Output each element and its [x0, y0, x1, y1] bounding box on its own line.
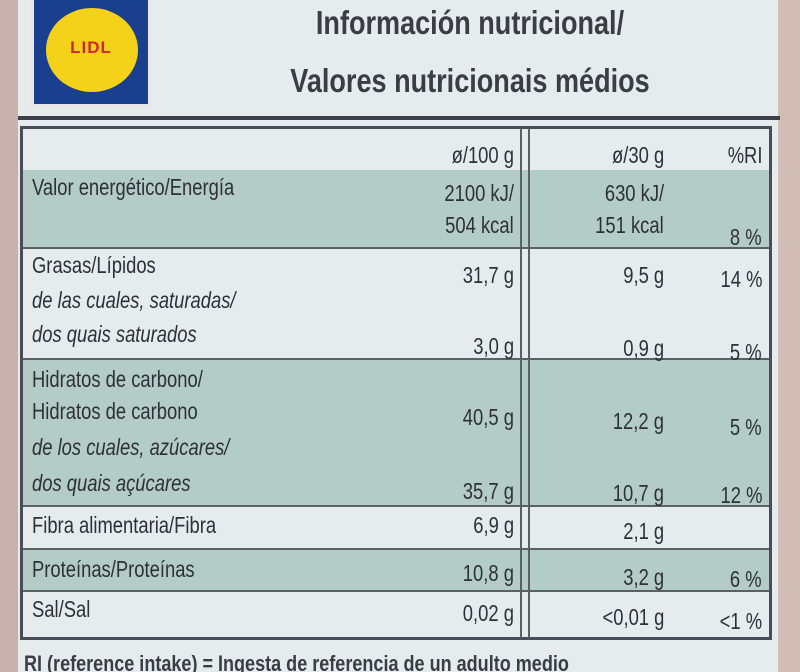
row-shade: [23, 170, 769, 248]
cell: 9,5 g: [623, 262, 664, 288]
row-shade: [23, 549, 769, 591]
row-line: [23, 505, 769, 507]
cell: 40,5 g: [462, 404, 514, 430]
row-label: Sal/Sal: [32, 596, 91, 622]
row-label: de los cuales, azúcares/: [32, 434, 230, 460]
row-label: Valor energético/Energía: [32, 174, 235, 200]
row-label: dos quais açúcares: [32, 470, 191, 496]
cell: 6,9 g: [473, 512, 514, 538]
row-line: [23, 548, 769, 550]
column-header: ø/30 g: [611, 142, 664, 168]
row-label: de las cuales, saturadas/: [32, 287, 236, 313]
cell: 8 %: [730, 224, 762, 250]
column-header: ø/100 g: [451, 142, 514, 168]
cell: 35,7 g: [462, 478, 514, 504]
table-frame: [20, 126, 772, 640]
cell: 12 %: [720, 482, 762, 508]
cell: 6 %: [730, 566, 762, 592]
cell: 5 %: [730, 339, 762, 365]
cell: 504 kcal: [445, 212, 514, 238]
row-label: dos quais saturados: [32, 321, 197, 347]
cell: 2,1 g: [623, 518, 664, 544]
rule: [18, 116, 780, 120]
cell: 14 %: [720, 266, 762, 292]
row-line: [23, 358, 769, 360]
logo-text: LIDL: [70, 38, 112, 57]
cell: 3,2 g: [623, 564, 664, 590]
title: Información nutricional/: [315, 4, 625, 41]
row-label: Fibra alimentaria/Fibra: [32, 512, 217, 538]
cell: 0,9 g: [623, 335, 664, 361]
column-header: %RI: [727, 142, 762, 168]
cell: 10,7 g: [612, 480, 664, 506]
cell: 10,8 g: [462, 560, 514, 586]
cell: 3,0 g: [473, 333, 514, 359]
cell: 2100 kJ/: [444, 180, 514, 206]
cell: <1 %: [719, 608, 762, 634]
row-label: Proteínas/Proteínas: [32, 556, 195, 582]
package-edge: [0, 0, 18, 672]
row-label: Hidratos de carbono: [32, 398, 198, 424]
cell: 12,2 g: [612, 408, 664, 434]
cell: 5 %: [730, 414, 762, 440]
package-edge: [778, 0, 800, 672]
cell: <0,01 g: [602, 604, 664, 630]
column-line: [520, 128, 522, 638]
title: Valores nutricionais médios: [290, 62, 650, 99]
cell: 31,7 g: [462, 262, 514, 288]
row-label: Hidratos de carbono/: [32, 366, 203, 392]
row-label: Grasas/Lípidos: [32, 252, 156, 278]
row-line: [23, 590, 769, 592]
row-shade: [23, 360, 769, 506]
column-line: [528, 128, 530, 638]
logo-circle: [46, 8, 138, 92]
footnote: RI (reference intake) = Ingesta de refer…: [24, 651, 569, 672]
cell: 630 kJ/: [604, 180, 664, 206]
cell: 151 kcal: [595, 212, 664, 238]
cell: 0,02 g: [462, 600, 514, 626]
row-line: [23, 247, 769, 249]
logo: LIDL: [30, 0, 152, 108]
